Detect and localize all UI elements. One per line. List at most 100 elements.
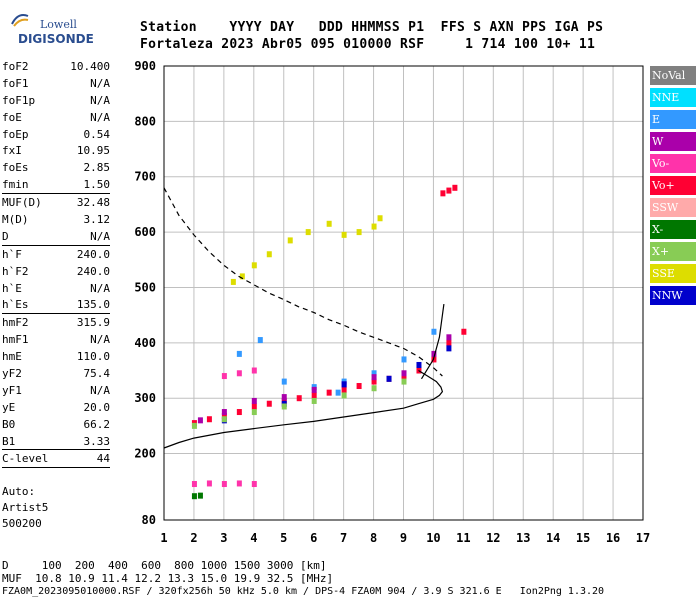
param-label: M(D) — [2, 213, 29, 227]
param-value: 240.0 — [76, 247, 110, 261]
param-label: hmF2 — [2, 316, 29, 330]
param-label: h`Es — [2, 298, 29, 312]
echo-point — [221, 373, 227, 380]
legend-item: Vo- — [650, 154, 696, 173]
echo-point — [281, 403, 287, 410]
footer-distance-row: D 100 200 400 600 800 1000 1500 3000 [km… — [2, 559, 327, 572]
echo-point — [266, 251, 272, 258]
echo-point — [239, 273, 245, 280]
param-value: N/A — [90, 383, 110, 397]
echo-point — [221, 409, 227, 416]
legend-item: SSE — [650, 264, 696, 283]
echo-point — [191, 493, 197, 500]
y-tick-label: 80 — [142, 513, 156, 527]
param-row: foEs 2.85 — [2, 159, 110, 176]
echo-point — [446, 334, 452, 341]
echo-point — [401, 370, 407, 377]
echo-point — [221, 412, 227, 419]
echo-point — [236, 409, 242, 416]
param-row: foF2 10.400 — [2, 58, 110, 75]
echo-point — [341, 231, 347, 238]
param-row: MUF(D) 32.48 — [2, 194, 110, 211]
echo-point — [341, 381, 347, 388]
param-value: N/A — [90, 93, 110, 107]
param-label: C-level — [2, 452, 49, 466]
y-tick-label: 600 — [134, 225, 156, 239]
param-separator — [2, 193, 110, 195]
echo-point — [230, 278, 236, 285]
legend-item: NNE — [650, 88, 696, 107]
param-label: fxI — [2, 144, 22, 158]
param-label: h`F2 — [2, 264, 29, 278]
param-row: C-level 44 — [2, 450, 110, 467]
echo-point — [356, 229, 362, 236]
echo-point — [371, 370, 377, 377]
echo-point — [431, 350, 437, 357]
logo-lowell-text: Lowell — [40, 18, 77, 31]
legend-item: X- — [650, 220, 696, 239]
muf-dashed-curve — [163, 187, 443, 377]
x-tick-label: 12 — [486, 531, 500, 545]
param-label: foE — [2, 110, 22, 124]
param-row: hmF1 N/A — [2, 331, 110, 348]
legend-item: NNW — [650, 286, 696, 305]
param-value: 66.2 — [83, 417, 111, 431]
echo-point — [371, 378, 377, 385]
param-separator — [2, 449, 110, 451]
y-tick-label: 200 — [134, 447, 156, 461]
echo-point — [356, 383, 362, 390]
footer-muf-row: MUF 10.8 10.9 11.4 12.2 13.3 15.0 19.9 3… — [2, 572, 334, 585]
x-tick-label: 11 — [456, 531, 470, 545]
param-label: B0 — [2, 417, 16, 431]
param-value: N/A — [90, 281, 110, 295]
echo-point — [305, 229, 311, 236]
param-label: h`E — [2, 281, 22, 295]
param-value: N/A — [90, 333, 110, 347]
param-row: foF1 N/A — [2, 75, 110, 92]
echo-point — [266, 400, 272, 407]
param-row: h`E N/A — [2, 280, 110, 297]
echo-point — [251, 481, 257, 488]
param-value: N/A — [90, 229, 110, 243]
x-tick-label: 6 — [310, 531, 317, 545]
param-value: 32.48 — [76, 196, 110, 210]
echo-point — [431, 328, 437, 335]
param-value: 10.95 — [76, 144, 110, 158]
param-value: 135.0 — [76, 298, 110, 312]
param-row: hmF2 315.9 — [2, 314, 110, 331]
legend-item: Vo+ — [650, 176, 696, 195]
param-value: 20.0 — [83, 400, 111, 414]
x-tick-label: 7 — [340, 531, 347, 545]
param-label: D — [2, 229, 9, 243]
param-value: 3.12 — [83, 213, 111, 227]
echo-point — [197, 417, 203, 424]
echo-point — [251, 397, 257, 404]
echo-point — [446, 345, 452, 352]
param-row: foE N/A — [2, 109, 110, 126]
legend-item: NoVal — [650, 66, 696, 85]
echo-point — [401, 356, 407, 363]
param-row: B1 3.33 — [2, 433, 110, 450]
x-tick-label: 17 — [636, 531, 650, 545]
param-value: 75.4 — [83, 367, 111, 381]
echo-point — [287, 237, 293, 244]
param-label: yE — [2, 400, 16, 414]
param-row: M(D) 3.12 — [2, 211, 110, 228]
x-tick-label: 14 — [546, 531, 560, 545]
echo-point — [311, 386, 317, 393]
param-value: N/A — [90, 110, 110, 124]
profile-curve — [163, 369, 444, 449]
legend-item: SSW — [650, 198, 696, 217]
param-row: foEp 0.54 — [2, 126, 110, 143]
y-tick-label: 400 — [134, 336, 156, 350]
param-value: 0.54 — [83, 127, 111, 141]
echo-point — [281, 394, 287, 401]
param-label: fmin — [2, 178, 29, 192]
param-row: h`F 240.0 — [2, 246, 110, 263]
x-tick-label: 3 — [220, 531, 227, 545]
echo-point — [341, 392, 347, 399]
param-row: D N/A — [2, 228, 110, 245]
legend: NoVal NNE E W Vo- Vo+ SSW X- X+ SSE NNW — [650, 66, 696, 308]
echo-point — [371, 385, 377, 392]
echo-point — [452, 184, 458, 191]
